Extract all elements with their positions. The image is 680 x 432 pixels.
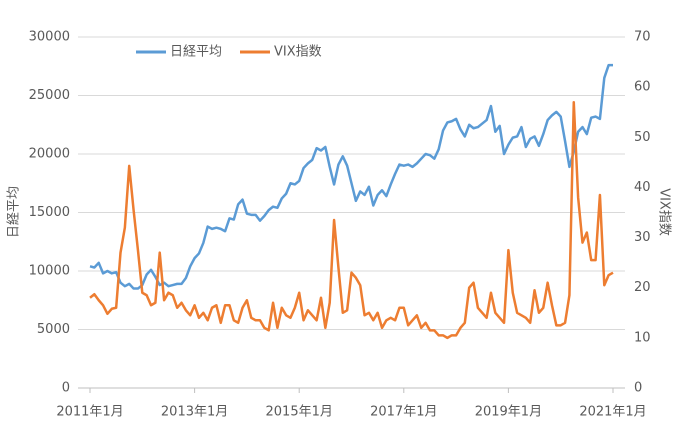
x-tick-label: 2011年1月: [56, 405, 123, 420]
x-tick-label: 2013年1月: [161, 405, 228, 420]
x-tick-label: 2015年1月: [266, 405, 333, 420]
x-tick-label: 2021年1月: [579, 405, 646, 420]
y2-tick-label: 20: [634, 280, 651, 295]
y-axis-title: 日経平均: [7, 186, 22, 238]
x-tick-label: 2017年1月: [370, 405, 437, 420]
y2-tick-label: 0: [634, 381, 642, 396]
y-tick-label: 20000: [29, 147, 70, 162]
y2-tick-label: 40: [634, 180, 651, 195]
y2-tick-label: 70: [634, 30, 651, 45]
series-line: [89, 63, 613, 290]
legend-label: 日経平均: [170, 45, 222, 60]
x-tick-label: 2019年1月: [475, 405, 542, 420]
legend-label: VIX指数: [274, 45, 322, 60]
y-tick-label: 15000: [29, 205, 70, 220]
y2-tick-label: 30: [634, 230, 651, 245]
y-tick-label: 30000: [29, 30, 70, 45]
y2-tick-label: 60: [634, 80, 651, 95]
y-tick-label: 10000: [29, 264, 70, 279]
y-tick-label: 0: [62, 381, 70, 396]
y2-tick-label: 10: [634, 330, 651, 345]
y2-tick-label: 50: [634, 130, 651, 145]
series-line: [89, 100, 614, 340]
y-tick-label: 5000: [37, 322, 70, 337]
y2-axis-title: VIX指数: [657, 188, 672, 236]
y-tick-label: 25000: [29, 88, 70, 103]
